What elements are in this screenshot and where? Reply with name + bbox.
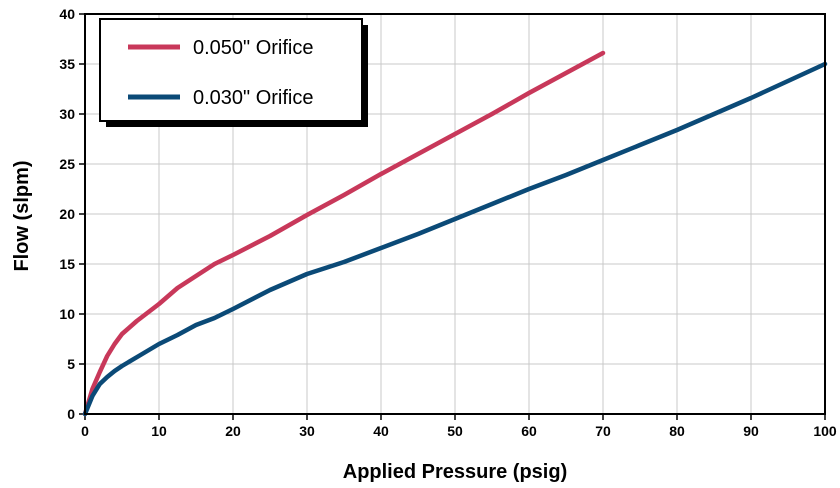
y-tick-label: 40 xyxy=(59,6,75,22)
y-tick-label: 10 xyxy=(59,306,75,322)
y-tick-label: 0 xyxy=(67,406,75,422)
x-tick-label: 50 xyxy=(447,423,463,439)
x-tick-label: 70 xyxy=(595,423,611,439)
legend-box xyxy=(99,18,363,122)
series-lines xyxy=(82,50,828,417)
x-axis-title: Applied Pressure (psig) xyxy=(343,461,568,483)
y-tick-label: 25 xyxy=(59,156,75,172)
plot-frame xyxy=(84,13,826,415)
x-tick-label: 90 xyxy=(743,423,759,439)
x-tick-label: 100 xyxy=(813,423,837,439)
x-tick-label: 0 xyxy=(81,423,89,439)
legend: 0.050" Orifice 0.030" Orifice xyxy=(99,18,368,127)
x-tick-label: 80 xyxy=(669,423,685,439)
y-tick-label: 20 xyxy=(59,206,75,222)
x-tick-label: 20 xyxy=(225,423,241,439)
x-tick-label: 30 xyxy=(299,423,315,439)
x-tick-label: 10 xyxy=(151,423,167,439)
legend-label-0030: 0.030" Orifice xyxy=(193,87,314,109)
y-axis-title: Flow (slpm) xyxy=(11,160,33,271)
axis-ticks: 0 10 20 30 40 50 60 70 80 90 100 0 5 10 15 20 25 30 35 40 xyxy=(59,6,836,439)
legend-label-0050: 0.050" Orifice xyxy=(193,37,314,59)
y-tick-label: 5 xyxy=(67,356,75,372)
x-tick-label: 40 xyxy=(373,423,389,439)
y-tick-label: 15 xyxy=(59,256,75,272)
y-tick-label: 35 xyxy=(59,56,75,72)
y-tick-label: 30 xyxy=(59,106,75,122)
series-line-0 xyxy=(82,50,606,417)
x-tick-label: 60 xyxy=(521,423,537,439)
series-line-1 xyxy=(82,61,828,417)
